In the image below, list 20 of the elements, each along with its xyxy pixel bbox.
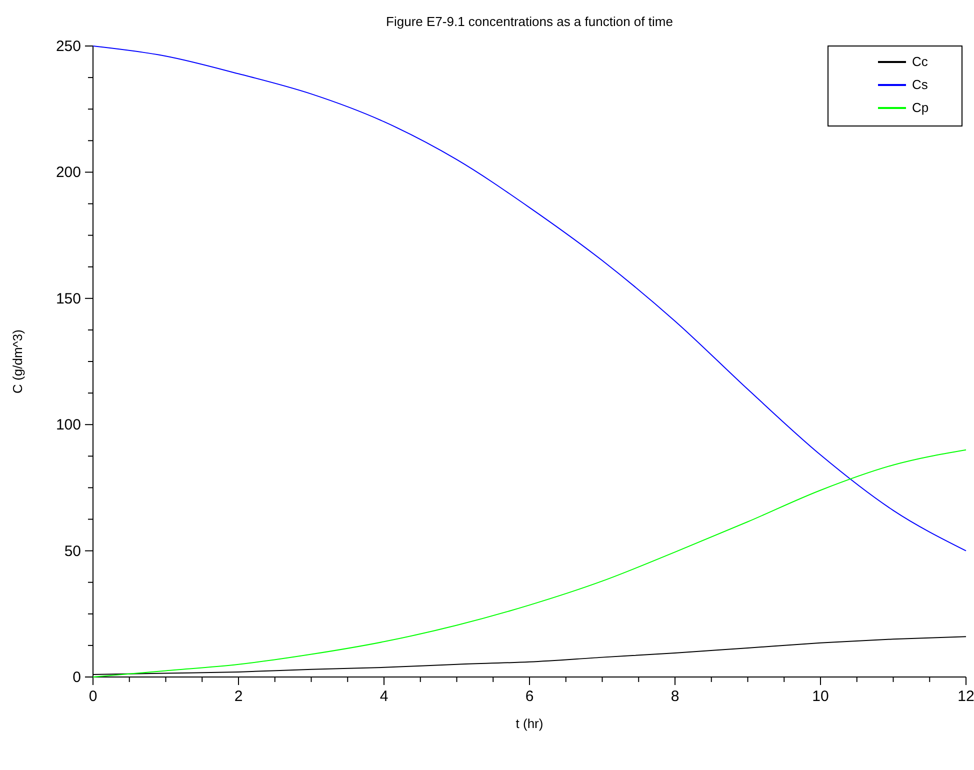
legend-label: Cs	[912, 77, 928, 92]
y-axis-title: C (g/dm^3)	[10, 330, 25, 394]
line-series	[92, 46, 966, 552]
x-tick-label: 0	[88, 688, 98, 705]
y-tick-label: 150	[56, 290, 81, 308]
y-tick-label: 0	[72, 669, 81, 686]
y-tick-label: 250	[56, 38, 81, 55]
legend-label: Cp	[912, 100, 929, 115]
y-tick-label: 100	[56, 416, 81, 434]
chart-title: Figure E7-9.1 concentrations as a function of time	[386, 14, 673, 29]
y-tick-label: 200	[56, 164, 81, 182]
x-tick-label: 4	[380, 688, 388, 705]
legend-label: Cc	[912, 54, 928, 69]
x-tick-label: 12	[958, 688, 974, 705]
y-tick-label: 50	[64, 542, 81, 560]
x-tick-label: 8	[670, 688, 680, 705]
x-tick-label: 6	[525, 688, 534, 705]
x-tick-label: 2	[234, 688, 243, 705]
x-tick-label: 10	[812, 688, 829, 705]
x-axis-title: t (hr)	[516, 716, 544, 731]
